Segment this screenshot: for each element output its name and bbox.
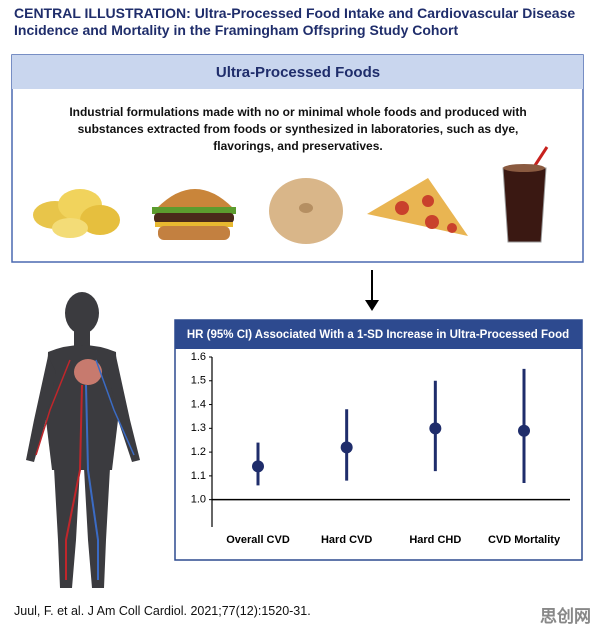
x-tick-label: Overall CVD: [226, 534, 290, 546]
y-tick-label: 1.4: [191, 398, 206, 410]
soda-icon: [502, 146, 549, 243]
chart-title: HR (95% CI) Associated With a 1-SD Incre…: [187, 329, 569, 341]
y-tick-label: 1.1: [191, 470, 206, 482]
x-tick-label: Hard CHD: [409, 534, 461, 546]
y-tick-label: 1.0: [191, 494, 206, 506]
citation: Juul, F. et al. J Am Coll Cardiol. 2021;…: [14, 604, 311, 618]
watermark: 思创网: [540, 607, 591, 626]
point: [340, 441, 353, 454]
figure-title: CENTRAL ILLUSTRATION: Ultra-Processed Fo…: [14, 5, 576, 38]
chart-header: [175, 320, 582, 349]
burger-icon: [152, 189, 236, 240]
body-figure: [26, 292, 140, 588]
x-tick-label: CVD Mortality: [488, 534, 561, 546]
x-tick-label: Hard CVD: [321, 534, 372, 546]
y-tick-label: 1.2: [191, 446, 206, 458]
bagel-icon: [269, 178, 343, 244]
y-tick-label: 1.5: [191, 375, 206, 387]
panel-title: Ultra-Processed Foods: [216, 64, 380, 81]
y-tick-label: 1.6: [191, 351, 206, 363]
panel-description: Industrial formulations made with no or …: [69, 105, 527, 153]
pizza-icon: [367, 178, 468, 236]
point: [518, 424, 530, 437]
y-tick-label: 1.3: [191, 422, 206, 434]
arrow-head: [365, 300, 379, 311]
panel-header: [12, 55, 583, 89]
chart-box: [174, 319, 583, 561]
point: [252, 460, 264, 473]
chips-icon: [33, 189, 120, 238]
point: [429, 422, 442, 435]
